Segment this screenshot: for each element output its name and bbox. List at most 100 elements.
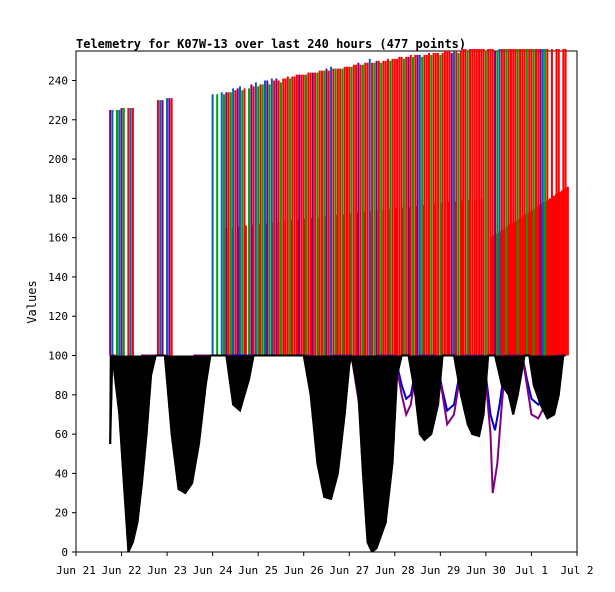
baseline-jag [185, 355, 189, 492]
baseline-jag [484, 355, 488, 386]
baseline-jag [540, 355, 544, 407]
baseline-jag [243, 355, 247, 395]
x-tick-label: Jun 30 [466, 564, 506, 577]
baseline-jag [188, 355, 192, 487]
baseline-jag [376, 355, 380, 545]
baseline-jag [138, 355, 142, 503]
y-tick-label: 140 [48, 271, 68, 284]
baseline-jag [389, 355, 392, 484]
baseline-jag [486, 355, 489, 371]
baseline-jag [532, 355, 536, 386]
baseline-jag [513, 355, 516, 410]
baseline-jag [191, 355, 194, 484]
baseline-jag [505, 355, 508, 392]
baseline-jag [241, 355, 244, 403]
baseline-jag [473, 355, 477, 435]
baseline-jag [423, 355, 426, 441]
baseline-jag [347, 355, 350, 378]
baseline-jag [310, 355, 314, 407]
y-tick-label: 240 [48, 74, 68, 87]
baseline-jag [316, 355, 319, 464]
baseline-jag [314, 355, 317, 441]
baseline-jag [503, 355, 506, 389]
baseline-jag [228, 355, 232, 381]
baseline-jag [332, 355, 335, 491]
baseline-jag [475, 355, 479, 436]
baseline-jag [512, 355, 515, 415]
baseline-jag [309, 355, 313, 395]
x-tick-label: Jun 21 [56, 564, 96, 577]
baseline-jag [319, 355, 323, 481]
baseline-jag [341, 355, 345, 435]
baseline-jag [364, 355, 367, 508]
baseline-jag [390, 355, 393, 474]
baseline-jag [410, 355, 414, 376]
baseline-jag [458, 355, 462, 389]
baseline-jag [114, 355, 118, 386]
baseline-jag [360, 355, 364, 454]
baseline-jag [508, 355, 512, 400]
baseline-jag [343, 355, 347, 415]
baseline-jag [178, 355, 182, 490]
baseline-jag [375, 355, 379, 549]
baseline-jag [177, 355, 181, 490]
baseline-jag [560, 355, 563, 376]
baseline-jag [553, 355, 556, 415]
baseline-jag [363, 355, 366, 491]
baseline-jag [546, 355, 549, 419]
baseline-jag [200, 355, 203, 425]
baseline-jag [117, 355, 120, 405]
baseline-jag [456, 355, 460, 376]
baseline-jag [236, 355, 240, 409]
baseline-jag [386, 355, 390, 503]
baseline-jag [170, 355, 174, 435]
baseline-jag [172, 355, 176, 453]
baseline-jag [308, 355, 311, 389]
baseline-jag [115, 355, 119, 395]
baseline-jag [455, 355, 458, 369]
baseline-jag [318, 355, 322, 475]
baseline-jag [238, 355, 242, 411]
baseline-jag [550, 355, 554, 416]
baseline-jag [204, 355, 208, 386]
baseline-jag [174, 355, 177, 462]
y-tick-label: 0 [61, 546, 68, 559]
baseline-jag [118, 355, 121, 415]
baseline-jag [136, 355, 140, 523]
baseline-jag [516, 355, 520, 395]
baseline-jag [466, 355, 470, 425]
baseline-jag [439, 355, 442, 381]
baseline-jag [480, 355, 483, 426]
baseline-jag [431, 355, 434, 430]
baseline-jag [496, 355, 499, 366]
baseline-jag [202, 355, 206, 405]
baseline-jag [372, 355, 375, 552]
baseline-jag [482, 355, 486, 415]
baseline-jag [522, 355, 526, 363]
baseline-jag [137, 355, 141, 513]
baseline-jag [380, 355, 383, 536]
baseline-jag [135, 355, 138, 528]
baseline-jag [398, 355, 401, 366]
baseline-jag [374, 355, 378, 550]
baseline-jag [359, 355, 363, 435]
baseline-jag [336, 355, 340, 474]
baseline-jag [119, 355, 122, 432]
baseline-jag [134, 355, 137, 533]
baseline-jag [414, 355, 417, 395]
baseline-jag [331, 355, 334, 495]
y-tick-label: 200 [48, 153, 68, 166]
baseline-jag [463, 355, 466, 410]
baseline-jag [476, 355, 480, 436]
baseline-jag [110, 355, 113, 400]
baseline-jag [556, 355, 560, 400]
baseline-jag [145, 355, 149, 435]
baseline-jag [248, 355, 251, 380]
baseline-jag [420, 355, 423, 436]
baseline-jag [233, 355, 236, 406]
x-tick-label: Jun 23 [147, 564, 187, 577]
baseline-jag [229, 355, 233, 389]
baseline-jag [391, 355, 395, 464]
baseline-jag [495, 355, 498, 361]
